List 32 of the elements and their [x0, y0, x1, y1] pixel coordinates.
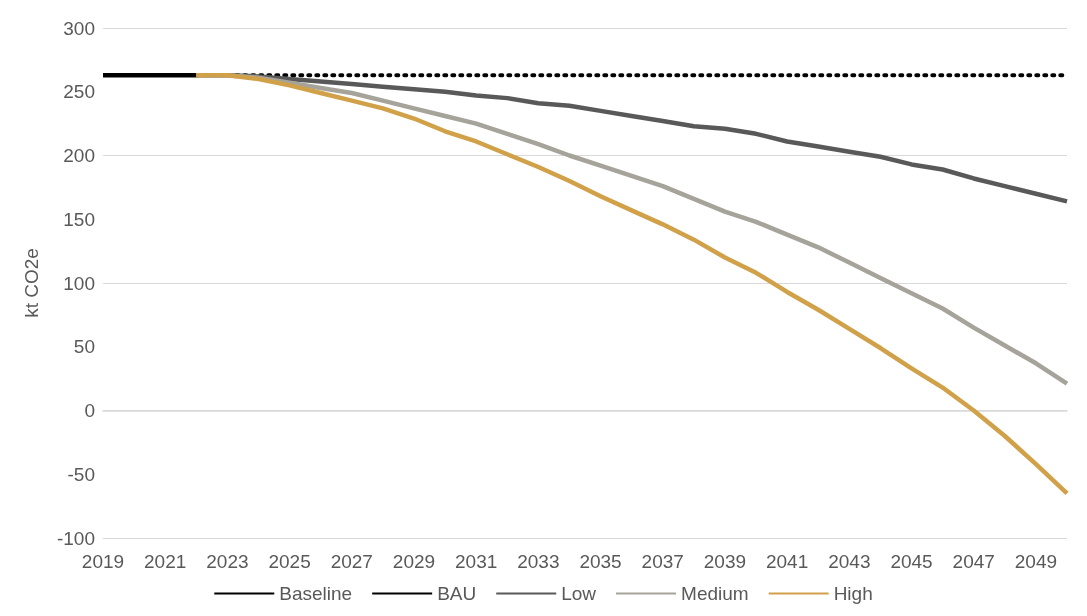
- x-tick-label: 2033: [517, 551, 560, 572]
- y-tick-label: 150: [63, 208, 95, 230]
- y-tick-label: 200: [63, 145, 95, 166]
- x-tick-label: 2027: [330, 551, 373, 572]
- legend-label: Baseline: [279, 583, 353, 604]
- x-tick-label: 2039: [703, 551, 747, 572]
- y-tick-label: 250: [63, 81, 95, 103]
- x-tick-label: 2021: [144, 551, 187, 572]
- y-tick-label: 100: [63, 272, 95, 294]
- legend-label: BAU: [437, 583, 477, 604]
- x-tick-label: 2047: [952, 551, 995, 572]
- x-tick-label: 2023: [206, 551, 249, 572]
- y-tick-label: -100: [56, 527, 95, 549]
- x-tick-label: 2037: [641, 551, 684, 572]
- x-tick-label: 2043: [828, 551, 871, 572]
- x-tick-label: 2031: [455, 551, 498, 572]
- x-tick-label: 2049: [1014, 551, 1058, 572]
- x-tick-label: 2045: [890, 551, 933, 572]
- y-tick-label: -50: [67, 463, 95, 485]
- x-tick-label: 2025: [268, 551, 311, 572]
- legend-label: Medium: [681, 583, 749, 604]
- line-series: [194, 72, 1070, 496]
- y-tick-label: 0: [84, 400, 95, 421]
- y-axis-title: kt CO2e: [21, 248, 42, 318]
- x-tick-label: 2019: [81, 551, 125, 572]
- legend-label: Low: [561, 583, 597, 604]
- x-tick-label: 2029: [392, 551, 436, 572]
- y-tick-label: 50: [73, 336, 95, 358]
- y-tick-label: 300: [63, 17, 95, 39]
- x-tick-label: 2035: [579, 551, 622, 572]
- legend-label: High: [833, 583, 873, 604]
- x-tick-label: 2041: [765, 551, 809, 572]
